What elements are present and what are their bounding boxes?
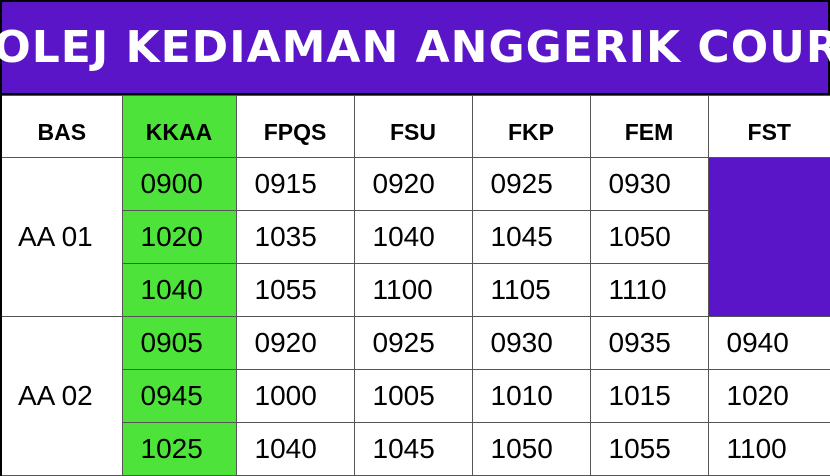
time-cell: 0930 [589,157,709,211]
time-cell: 0920 [235,316,355,370]
no-service-block [707,157,830,317]
column-header-fpqs: FPQS [235,95,355,158]
column-header-fkp: FKP [471,95,591,158]
table-row: 0945 1000 1005 1010 1015 1020 [1,369,830,423]
column-header-bas: BAS [0,95,123,158]
title-banner: KOLEJ KEDIAMAN ANGGERIK COURT [0,0,830,95]
time-cell: 0940 [707,316,830,370]
time-cell: 1100 [353,263,473,317]
header-row: BAS KKAA FPQS FSU FKP FEM FST [0,95,830,158]
time-cell: 0935 [589,316,709,370]
time-cell: 1040 [235,422,355,476]
time-cell: 1110 [589,263,709,317]
time-cell: 1045 [353,422,473,476]
time-cell: 0915 [235,157,355,211]
table-row: 1020 1035 1040 1045 1050 [1,210,830,264]
bus-schedule-table: BAS KKAA FPQS FSU FKP FEM FST AA 01 0900… [0,95,830,476]
table-row: 1025 1040 1045 1050 1055 1100 [1,422,830,476]
column-header-kkaa: KKAA [121,95,237,158]
bus-label: AA 01 [0,157,123,317]
time-cell: 1010 [471,369,591,423]
time-cell: 0905 [121,316,237,370]
bus-label: AA 02 [0,316,123,476]
time-cell: 0930 [471,316,591,370]
time-cell: 1050 [589,210,709,264]
time-cell: 0920 [353,157,473,211]
time-cell: 1000 [235,369,355,423]
time-cell: 1025 [121,422,237,476]
table-row: AA 02 0905 0920 0925 0930 0935 0940 [0,316,830,476]
time-cell: 1035 [235,210,355,264]
time-cell: 1040 [353,210,473,264]
page-title: KOLEJ KEDIAMAN ANGGERIK COURT [0,22,830,73]
column-header-fst: FST [707,95,830,158]
column-header-fem: FEM [589,95,709,158]
time-cell: 0900 [121,157,237,211]
time-cell: 1020 [707,369,830,423]
time-cell: 1040 [121,263,237,317]
time-cell: 1055 [235,263,355,317]
time-cell: 0925 [353,316,473,370]
time-cell: 1050 [471,422,591,476]
table-row: 1040 1055 1100 1105 1110 [1,263,830,317]
time-cell: 1100 [707,422,830,476]
time-cell: 1005 [353,369,473,423]
table-row: AA 01 0900 0915 0920 0925 0930 [0,157,830,317]
time-cell: 1045 [471,210,591,264]
time-cell: 0945 [121,369,237,423]
time-cell: 0925 [471,157,591,211]
time-cell: 1020 [121,210,237,264]
time-cell: 1015 [589,369,709,423]
column-header-fsu: FSU [353,95,473,158]
time-cell: 1055 [589,422,709,476]
time-cell: 1105 [471,263,591,317]
